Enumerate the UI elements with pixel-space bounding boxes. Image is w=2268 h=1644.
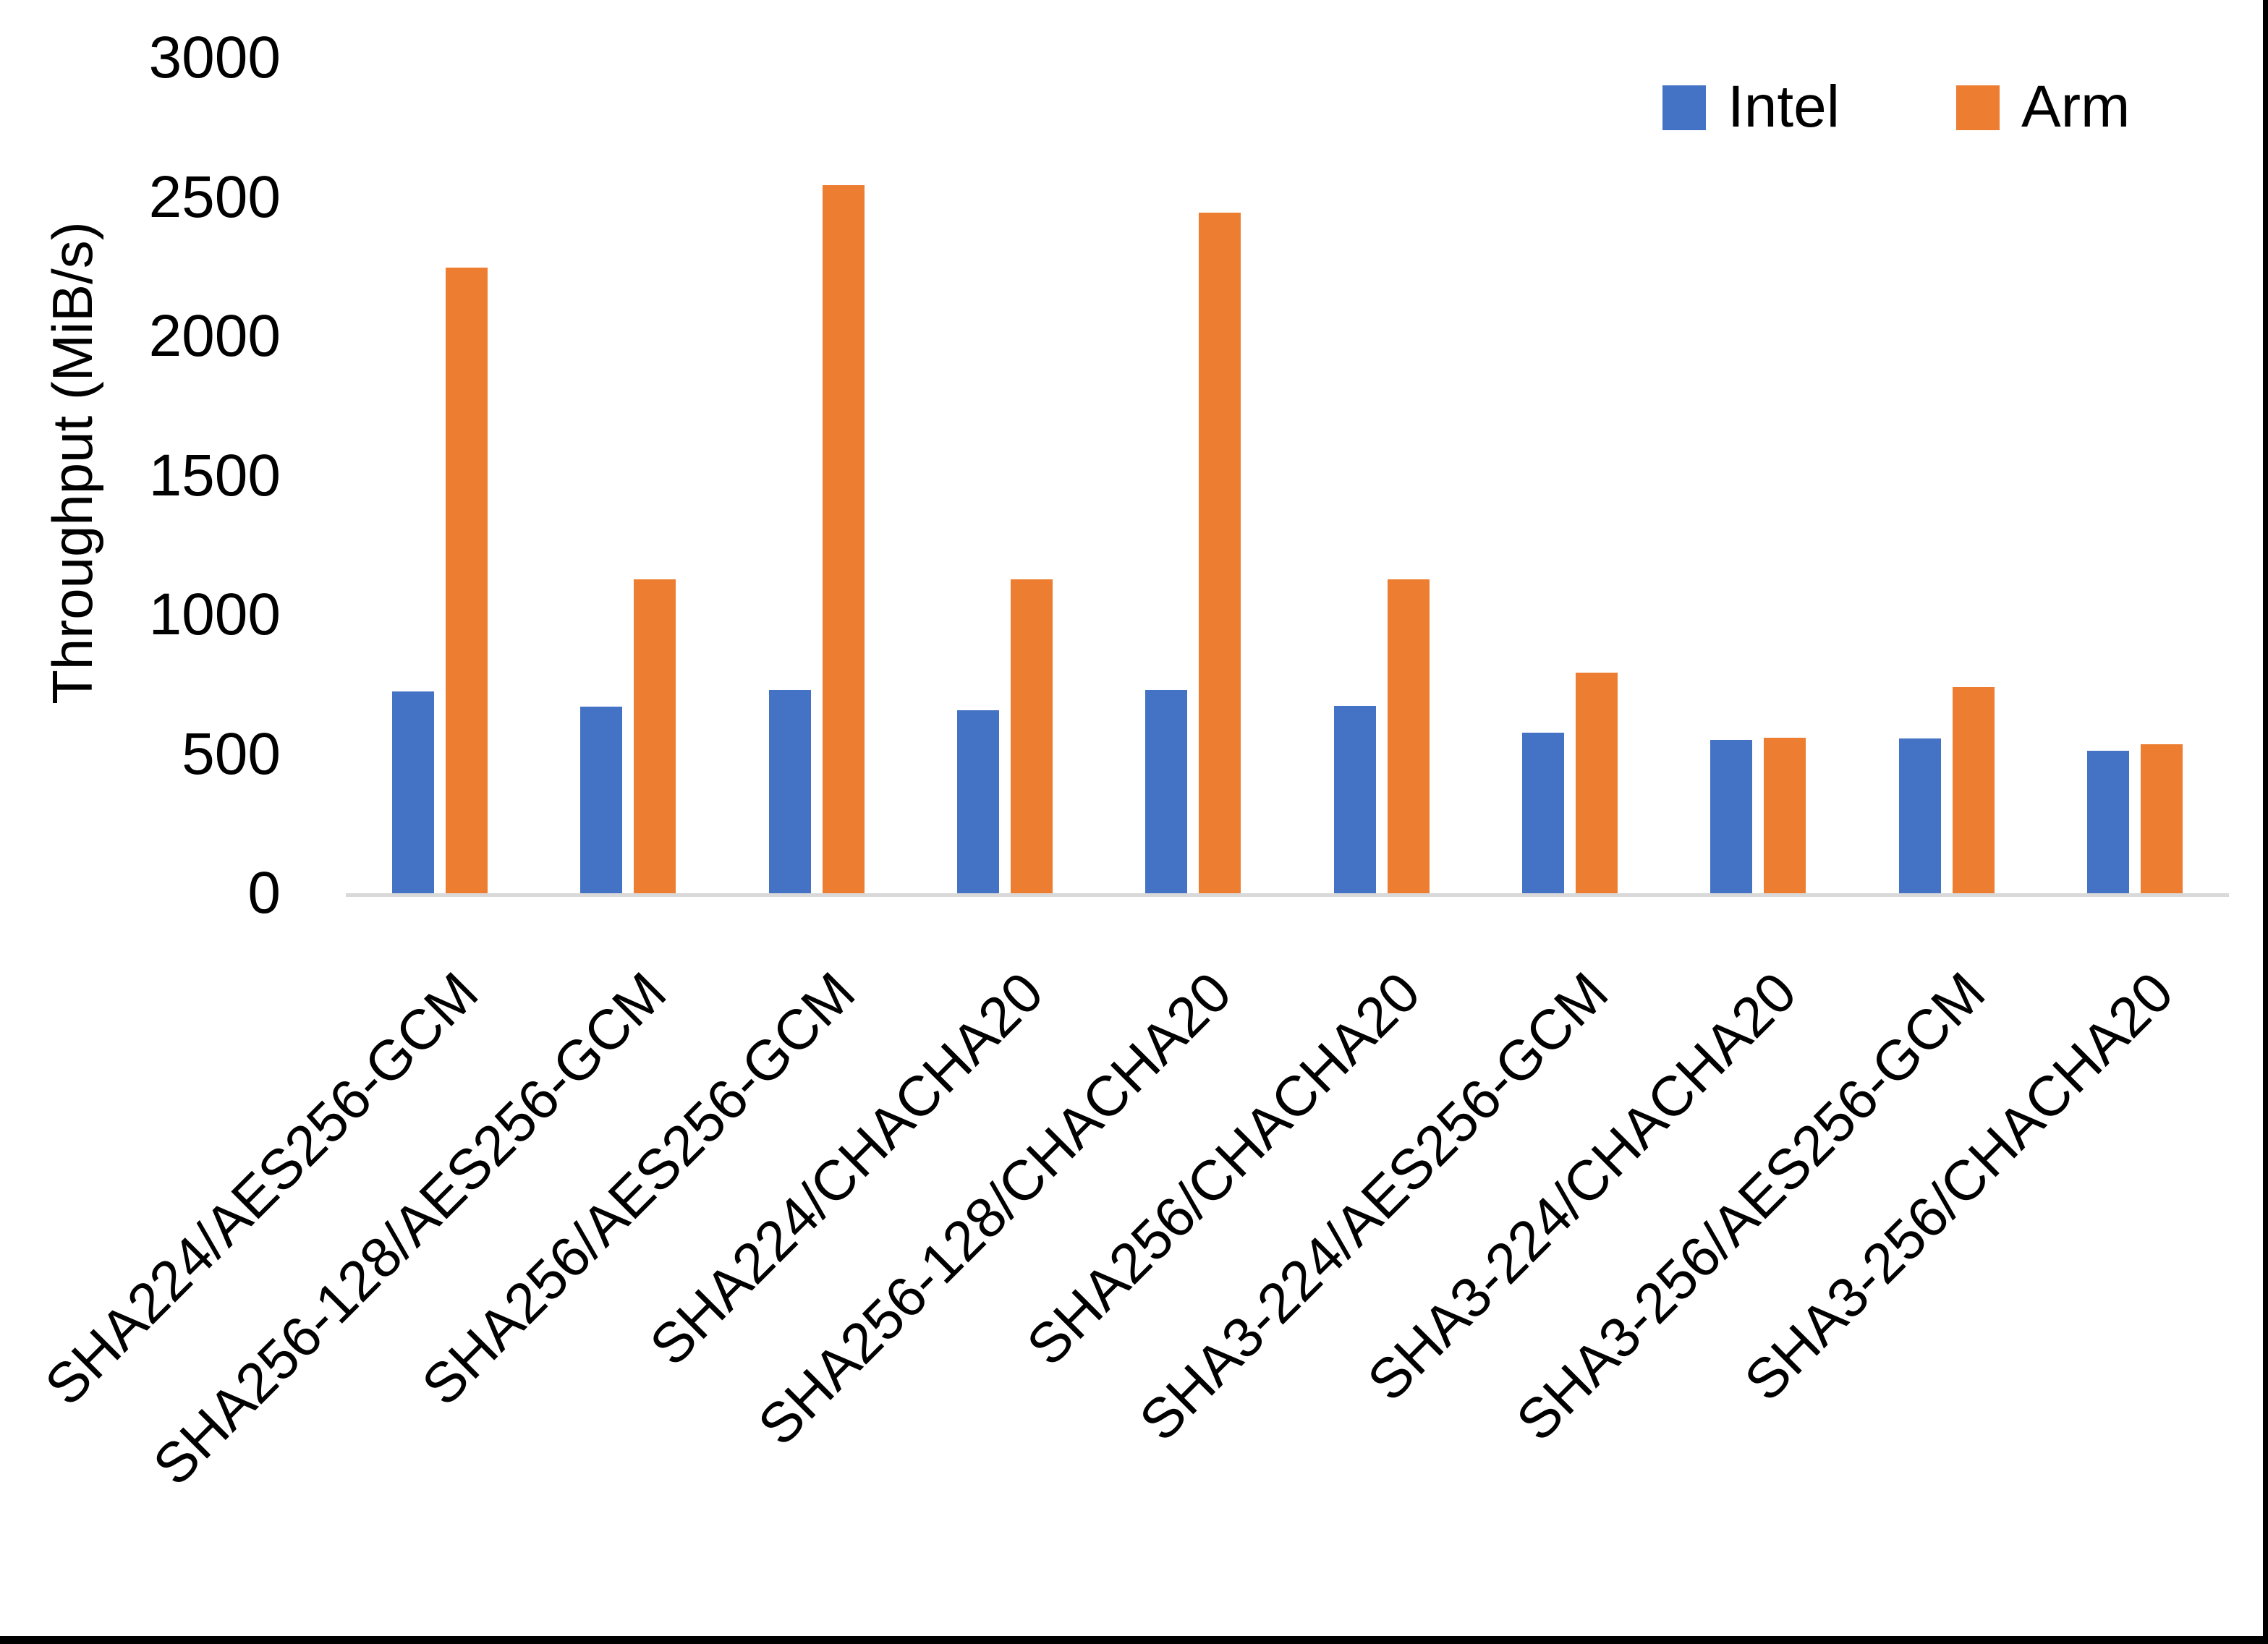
arm-bar bbox=[1575, 672, 1618, 893]
y-tick-label: 2500 bbox=[148, 163, 281, 230]
arm-bar bbox=[446, 267, 488, 893]
intel-bar bbox=[1710, 739, 1753, 893]
arm-bar bbox=[1764, 737, 1806, 893]
y-tick-label: 1000 bbox=[148, 582, 281, 647]
intel-bar bbox=[392, 691, 435, 893]
arm-bar bbox=[1199, 213, 1241, 893]
x-axis-line bbox=[346, 893, 2229, 897]
legend-label-arm: Arm bbox=[2021, 74, 2131, 140]
y-tick-label: 1500 bbox=[148, 442, 281, 508]
arm-bar bbox=[634, 579, 676, 893]
y-tick-label: 2000 bbox=[148, 303, 281, 369]
arm-bar bbox=[1952, 687, 1995, 893]
intel-bar bbox=[1333, 705, 1376, 893]
figure-border-bottom bbox=[0, 1636, 2268, 1644]
arm-bar bbox=[822, 184, 865, 893]
legend-swatch-intel bbox=[1662, 85, 1706, 130]
intel-bar bbox=[957, 710, 1000, 893]
intel-bar bbox=[580, 706, 623, 893]
arm-bar bbox=[1387, 579, 1430, 893]
intel-bar bbox=[1145, 690, 1188, 893]
arm-bar bbox=[1011, 579, 1053, 893]
intel-bar bbox=[2086, 751, 2129, 893]
intel-bar bbox=[1521, 733, 1564, 893]
y-tick-label: 3000 bbox=[148, 25, 281, 90]
intel-bar bbox=[768, 690, 811, 893]
legend-label-intel: Intel bbox=[1728, 74, 1840, 140]
y-tick-label: 500 bbox=[182, 720, 281, 787]
y-tick-label: 0 bbox=[247, 860, 281, 926]
arm-bar bbox=[2140, 744, 2183, 893]
legend-swatch-arm bbox=[1956, 85, 2000, 130]
figure-border-right bbox=[2263, 0, 2268, 1644]
intel-bar bbox=[1898, 738, 1941, 893]
